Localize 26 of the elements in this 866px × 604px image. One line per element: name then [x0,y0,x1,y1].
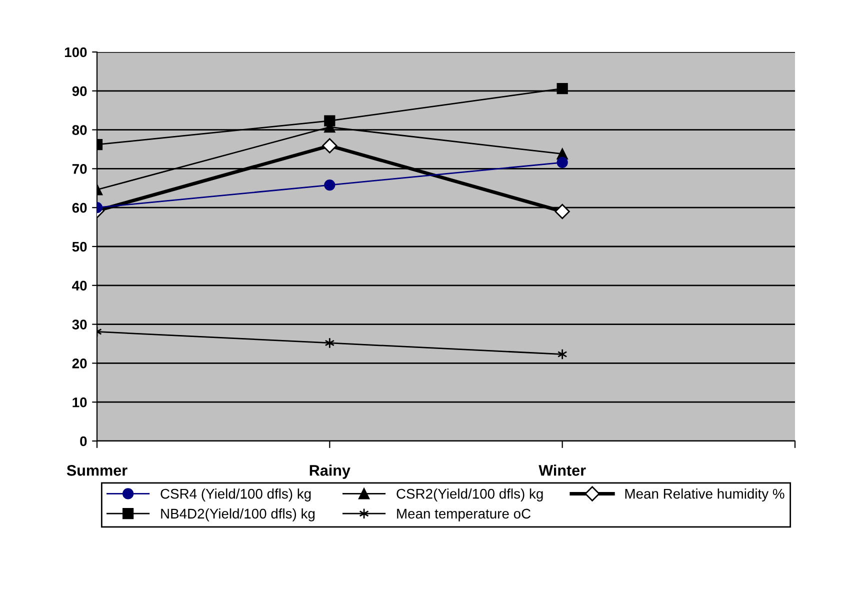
y-tick-label: 70 [72,164,87,174]
point [324,179,336,191]
y-tick-label: 40 [72,280,87,291]
y-tick-label: 10 [72,397,87,408]
y-tick-label: 80 [72,125,87,135]
legend-label: Mean temperature oC [397,508,531,522]
y-tick-label: 100 [64,47,87,58]
y-tick-label: 20 [72,358,87,368]
legend-label: Mean Relative humidity % [625,488,784,502]
point [554,204,570,220]
y-tick-label: 30 [72,320,87,330]
x-tick-label: Rainy [310,464,350,479]
point [324,337,335,349]
point [324,115,336,126]
x-tick-label: Summer [66,465,128,476]
legend-label: CSR4 (Yield/100 dfls) kg [160,488,311,502]
y-tick-label: 0 [80,436,87,446]
legend-label: NB4D2(Yield/100 dfls) kg [161,508,315,522]
x-tick-label: Winter [538,464,586,476]
point [556,83,568,94]
legend-label: CSR2(Yield/100 dfls) kg [396,488,543,502]
y-tick-label: 50 [72,242,87,252]
point [556,156,568,168]
point [322,138,338,154]
y-tick-label: 60 [72,202,87,213]
y-tick-label: 90 [72,86,87,96]
